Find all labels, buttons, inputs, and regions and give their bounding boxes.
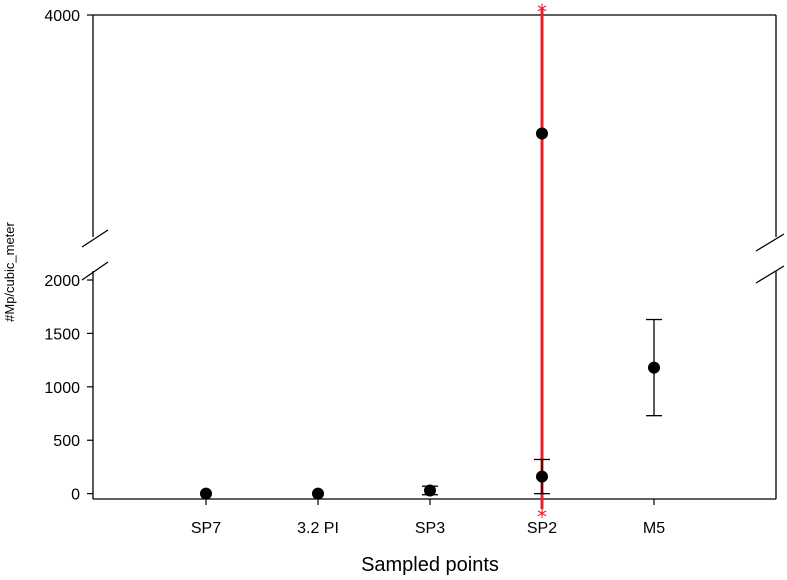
y-axis-upper: 4000 xyxy=(44,8,93,25)
axis-break-mark-left-1 xyxy=(81,229,109,248)
x-axis-title: Sampled points xyxy=(361,554,499,576)
y-axis-lower: 0 500 1000 1500 2000 xyxy=(44,273,93,504)
y-tick-label: 500 xyxy=(53,433,80,450)
reference-line-marker-top: * xyxy=(537,0,547,24)
x-tick-label: SP3 xyxy=(415,520,445,537)
reference-line-layer: ** xyxy=(537,0,547,529)
x-tick-label: SP7 xyxy=(191,520,221,537)
data-point xyxy=(648,361,660,374)
y-tick-label: 2000 xyxy=(44,273,80,290)
data-points xyxy=(200,127,660,500)
x-tick-label: 3.2 PI xyxy=(297,520,339,537)
data-point xyxy=(200,487,212,500)
y-tick-label: 0 xyxy=(71,487,80,504)
y-tick-label: 1500 xyxy=(44,326,80,343)
data-point xyxy=(536,127,548,140)
data-point xyxy=(424,484,436,497)
y-axis-title: #Mp/cubic_meter xyxy=(2,221,17,321)
plot-frame xyxy=(81,14,785,500)
axis-break-mark-right-2 xyxy=(755,265,785,284)
data-point xyxy=(536,470,548,483)
y-tick-label: 1000 xyxy=(44,380,80,397)
axis-break-mark-left-2 xyxy=(81,261,109,281)
x-tick-label: SP2 xyxy=(527,520,557,537)
axis-break-mark-right-1 xyxy=(755,233,785,252)
y-tick-label: 4000 xyxy=(44,8,80,25)
x-axis: SP7 3.2 PI SP3 SP2 M5 xyxy=(191,499,665,537)
x-tick-label: M5 xyxy=(643,520,665,537)
reference-line-marker-bottom: * xyxy=(537,505,547,529)
data-point xyxy=(312,487,324,500)
